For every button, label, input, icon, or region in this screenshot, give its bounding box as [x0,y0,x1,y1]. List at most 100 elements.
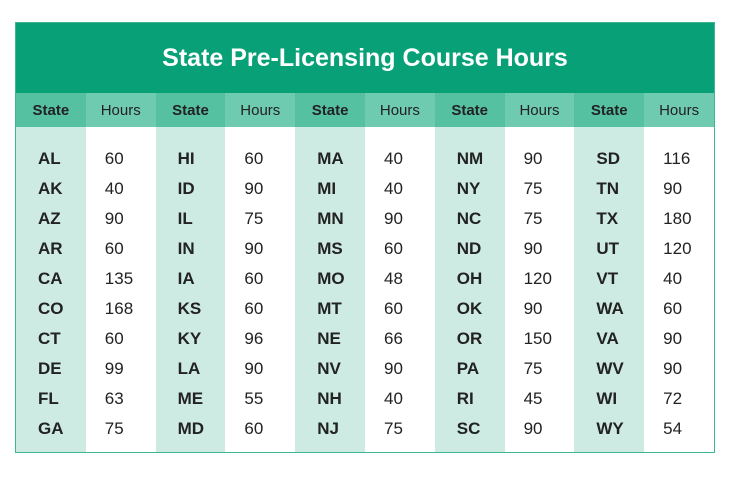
hours-cell: 60 [244,149,264,168]
hours-cell: 75 [383,419,403,438]
hours-cell: 90 [663,329,683,348]
state-cell: AL [38,149,61,168]
hours-cell: 75 [244,209,264,228]
state-cell: MA [317,149,344,168]
state-cell: WA [596,299,624,318]
state-cell: NY [456,179,481,198]
state-cell: WI [596,389,618,408]
hours-cell: 60 [104,239,124,258]
hours-cell: 60 [244,269,264,288]
hours-cell: 90 [523,299,543,318]
hours-cell: 120 [523,269,552,288]
hours-cell: 40 [663,269,683,288]
hours-cell: 60 [383,239,403,258]
state-cell: AK [38,179,63,198]
hours-cell: 90 [104,209,124,228]
hours-cell: 96 [244,329,264,348]
hours-cell: 150 [523,329,552,348]
hours-column: 40 40 90 60 48 60 66 90 40 75 [364,127,435,452]
state-cell: WV [596,359,624,378]
hours-cell: 90 [383,359,403,378]
state-cell: OH [456,269,483,288]
state-cell: OR [456,329,483,348]
state-column-header: State [434,93,505,127]
state-cell: TN [596,179,620,198]
hours-cell: 66 [383,329,403,348]
state-cell: VT [596,269,619,288]
state-column-header: State [155,93,226,127]
table-body: AL AK AZ AR CA CO CT DE FL GA 60 40 90 60 135 168 60 99 63… [16,127,714,452]
hours-cell: 60 [383,299,403,318]
state-column-header: State [574,93,645,127]
hours-cell: 63 [104,389,124,408]
hours-cell: 40 [383,149,403,168]
state-cell: UT [596,239,620,258]
hours-cell: 90 [523,239,543,258]
state-cell: NE [317,329,341,348]
hours-column: 116 90 180 120 40 60 90 90 72 54 [644,127,714,452]
state-cell: NM [456,149,484,168]
hours-cell: 60 [104,329,124,348]
state-cell: IA [177,269,195,288]
state-cell: HI [177,149,195,168]
hours-cell: 120 [663,239,692,258]
hours-cell: 99 [104,359,124,378]
state-cell: CA [38,269,63,288]
state-cell: ID [177,179,195,198]
hours-cell: 90 [383,209,403,228]
state-cell: MO [317,269,345,288]
state-cell: SD [596,149,620,168]
state-cell: NC [456,209,482,228]
state-cell: LA [177,359,201,378]
state-cell: NH [317,389,342,408]
hours-column: 90 75 75 90 120 90 150 75 45 90 [504,127,575,452]
header-row: State Hours State Hours State Hours State Hours… [16,93,714,127]
state-cell: IN [177,239,195,258]
state-cell: OK [456,299,483,318]
hours-cell: 60 [244,419,264,438]
state-column: HI ID IL IN IA KS KY LA ME MD [155,127,226,452]
state-cell: DE [38,359,62,378]
state-column-header: State [295,93,365,127]
hours-cell: 90 [244,179,264,198]
hours-cell: 60 [663,299,683,318]
hours-cell: 40 [383,389,403,408]
hours-cell: 55 [244,389,264,408]
hours-cell: 75 [523,179,543,198]
state-cell: IL [177,209,193,228]
state-cell: PA [456,359,480,378]
hours-cell: 90 [523,149,543,168]
hours-cell: 90 [244,239,264,258]
hours-cell: 75 [523,359,543,378]
state-cell: NJ [317,419,339,438]
hours-cell: 48 [383,269,403,288]
state-cell: MN [317,209,344,228]
hours-cell: 90 [663,179,683,198]
state-column: NM NY NC ND OH OK OR PA RI SC [434,127,505,452]
table-title: State Pre-Licensing Course Hours [16,23,714,93]
state-cell: MT [317,299,342,318]
hours-column: 60 40 90 60 135 168 60 99 63 75 [85,127,156,452]
hours-column-header: Hours [85,93,156,127]
hours-cell: 75 [104,419,124,438]
state-cell: ND [456,239,482,258]
hours-cell: 168 [104,299,134,318]
hours-cell: 90 [663,359,683,378]
state-cell: NV [317,359,341,378]
hours-column-header: Hours [504,93,575,127]
state-cell: KS [177,299,202,318]
state-cell: AZ [38,209,61,228]
hours-cell: 60 [104,149,124,168]
state-cell: KY [177,329,202,348]
hours-cell: 45 [523,389,543,408]
hours-cell: 90 [523,419,543,438]
state-cell: RI [456,389,474,408]
state-cell: ME [177,389,204,408]
hours-cell: 54 [663,419,683,438]
hours-cell: 75 [523,209,543,228]
hours-column-header: Hours [644,93,714,127]
hours-column-header: Hours [364,93,435,127]
hours-cell: 60 [244,299,264,318]
state-cell: FL [38,389,59,408]
state-column: SD TN TX UT VT WA VA WV WI WY [574,127,645,452]
